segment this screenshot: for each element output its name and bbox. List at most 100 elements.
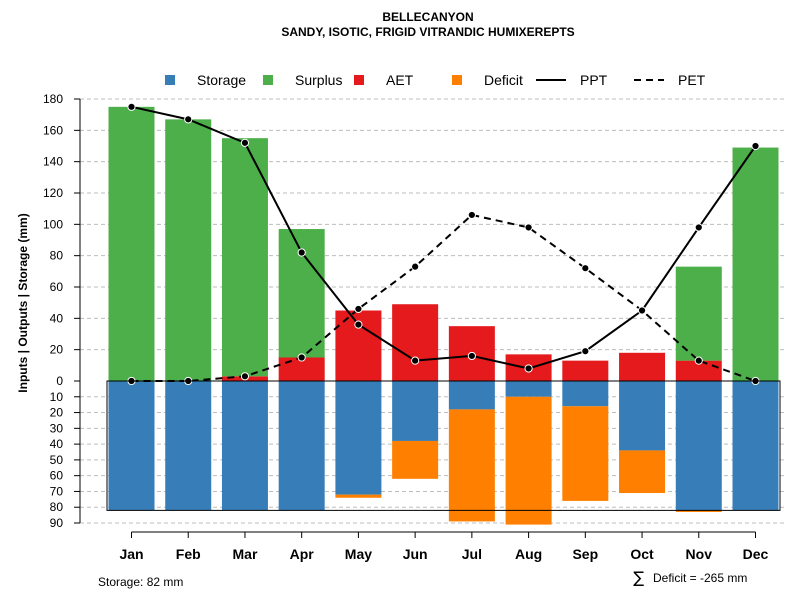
bar-aet <box>562 360 609 381</box>
bar-deficit <box>562 406 609 501</box>
y-tick-label: 10 <box>50 390 64 404</box>
bar-storage <box>448 381 495 410</box>
bar-surplus <box>165 119 212 381</box>
x-tick-label: Sep <box>572 546 598 562</box>
storage-capacity-box <box>106 380 781 511</box>
legend-swatch-deficit <box>452 75 462 85</box>
bar-deficit <box>335 494 382 498</box>
pet-line-point <box>524 223 533 232</box>
x-tick-label: Dec <box>743 546 769 562</box>
chart-title: BELLECANYON <box>382 10 473 24</box>
bar-surplus <box>675 266 722 361</box>
series-lines <box>127 102 760 386</box>
bar-deficit <box>392 440 439 479</box>
legend-label-deficit: Deficit <box>484 72 523 88</box>
y-tick-label: 20 <box>50 343 64 357</box>
pet-line-point <box>297 353 306 362</box>
y-tick-label: 120 <box>43 186 63 200</box>
bar-storage <box>278 381 325 511</box>
legend-swatch-aet <box>354 75 364 85</box>
pet-line-point <box>581 264 590 273</box>
y-tick-label: 160 <box>43 123 63 137</box>
x-tick-label: Apr <box>290 546 315 562</box>
y-tick-label: 180 <box>43 92 63 106</box>
ppt-line-point <box>354 320 363 329</box>
x-tick-label: Oct <box>630 546 654 562</box>
ppt-line-point <box>694 223 703 232</box>
bar-deficit <box>505 396 552 525</box>
x-tick-label: Nov <box>686 546 713 562</box>
bars <box>108 106 779 525</box>
sigma-icon: ∑ <box>633 568 644 587</box>
y-tick-label: 30 <box>50 421 64 435</box>
legend-label-pet: PET <box>678 72 706 88</box>
pet-line-point <box>694 356 703 365</box>
x-tick-label: Aug <box>515 546 542 562</box>
ppt-line-point <box>467 351 476 361</box>
bar-storage <box>335 381 382 495</box>
y-tick-label: 90 <box>50 516 64 530</box>
y-tick-label: 80 <box>50 249 64 263</box>
chart-subtitle: SANDY, ISOTIC, FRIGID VITRANDIC HUMIXERE… <box>281 25 574 39</box>
x-tick-label: Feb <box>176 546 201 562</box>
y-tick-label: 50 <box>50 453 64 467</box>
bar-aet <box>675 360 722 381</box>
pet-line-point <box>240 372 250 381</box>
y-tick-label: 40 <box>50 311 64 325</box>
y-tick-label: 140 <box>43 155 63 169</box>
pet-line <box>131 213 756 382</box>
ppt-line-point <box>184 115 193 124</box>
ppt-line-point <box>524 364 533 373</box>
bar-aet <box>392 304 439 381</box>
x-tick-label: Jul <box>462 546 482 562</box>
x-tick-label: Jun <box>403 546 428 562</box>
y-tick-label: 60 <box>50 469 64 483</box>
pet-line-point <box>467 210 476 220</box>
y-tick-label: 80 <box>50 500 64 514</box>
ppt-line-point <box>297 248 306 257</box>
legend-swatch-storage <box>165 75 175 85</box>
bar-storage <box>392 381 439 441</box>
bar-surplus <box>732 147 779 381</box>
bar-deficit <box>675 510 722 512</box>
x-tick-label: Jan <box>119 546 143 562</box>
y-axis-title: Inputs | Outputs | Storage (mm) <box>16 213 30 392</box>
bar-storage <box>108 381 155 511</box>
legend-swatch-surplus <box>263 75 273 85</box>
deficit-note: Deficit = -265 mm <box>653 571 747 585</box>
ppt-line-point <box>411 356 420 365</box>
bar-storage <box>562 381 609 407</box>
legend: Storage Surplus AET Deficit PPT PET <box>165 72 706 88</box>
legend-label-aet: AET <box>386 72 414 88</box>
pet-line-point <box>354 304 363 314</box>
ppt-line-point <box>127 102 136 111</box>
bar-aet <box>278 357 325 381</box>
bar-aet <box>619 352 666 381</box>
bar-storage <box>221 381 268 511</box>
ppt-line-point <box>581 347 590 356</box>
legend-label-storage: Storage <box>197 72 246 88</box>
bar-deficit <box>448 409 495 522</box>
bar-storage <box>505 381 552 397</box>
legend-label-ppt: PPT <box>580 72 608 88</box>
legend-label-surplus: Surplus <box>295 72 342 88</box>
x-tick-label: May <box>345 546 372 562</box>
bar-storage <box>675 381 722 511</box>
pet-line-point <box>411 262 420 271</box>
axes: 0204060801001201401601801020304050607080… <box>43 92 781 562</box>
y-tick-label: 40 <box>50 437 64 451</box>
bar-surplus <box>108 106 155 381</box>
bar-surplus <box>278 229 325 358</box>
bar-storage <box>732 381 779 511</box>
storage-note: Storage: 82 mm <box>98 575 183 589</box>
ppt-line-point <box>240 138 250 147</box>
ppt-line-point <box>751 141 760 151</box>
x-tick-label: Mar <box>233 546 258 562</box>
y-tick-label: 100 <box>43 217 63 231</box>
bar-storage <box>619 381 666 451</box>
bar-surplus <box>221 138 268 377</box>
bar-deficit <box>619 450 666 494</box>
bar-storage <box>165 381 212 511</box>
ppt-line-point <box>637 306 647 315</box>
